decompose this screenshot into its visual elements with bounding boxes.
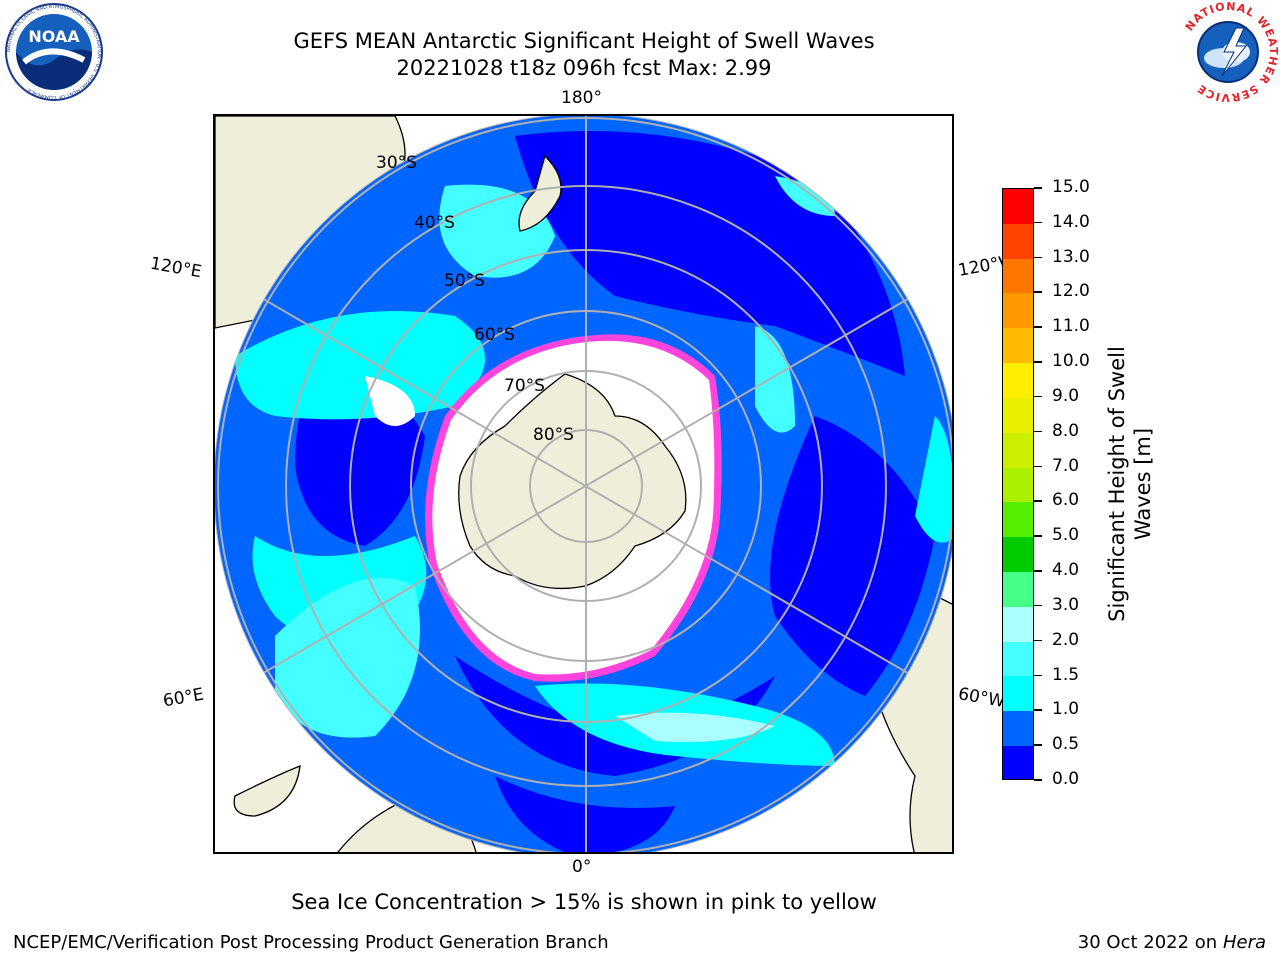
land-new-zealand (518, 154, 562, 232)
footer-date-text: 30 Oct 2022 on (1077, 932, 1223, 953)
colorbar-tick-label: 12.0 (1052, 281, 1090, 302)
colorbar-band (1003, 641, 1033, 677)
colorbar (1002, 188, 1034, 780)
colorbar-tick-label: 10.0 (1052, 351, 1090, 372)
colorbar-tick: 9.0 (1034, 386, 1079, 406)
colorbar-band (1003, 223, 1033, 259)
nws-logo: NATIONAL WEATHER SERVICE (1180, 2, 1278, 102)
colorbar-tick-label: 13.0 (1052, 246, 1090, 267)
lon-label-60w: 60°W (956, 684, 1007, 712)
chart-title: GEFS MEAN Antarctic Significant Height o… (293, 29, 875, 53)
footer-date: 30 Oct 2022 on Hera (1078, 932, 1266, 953)
high-swell-region (915, 416, 952, 543)
lat-label-60s: 60°S (474, 325, 515, 345)
colorbar-tick-label: 1.0 (1052, 699, 1080, 720)
colorbar-tick-label: 4.0 (1052, 560, 1080, 581)
high-swell-region (755, 326, 795, 433)
colorbar-tick: 14.0 (1034, 212, 1090, 232)
colorbar-tick: 4.0 (1034, 560, 1079, 580)
low-swell-region (770, 416, 935, 696)
colorbar-tick: 12.0 (1034, 281, 1090, 301)
colorbar-tick-label: 1.5 (1052, 664, 1080, 685)
colorbar-tick: 5.0 (1034, 525, 1079, 545)
lat-label-40s: 40°S (414, 213, 455, 233)
colorbar-label: Significant Height of Swell Waves [m] (1105, 346, 1155, 622)
colorbar-tick-label: 5.0 (1052, 525, 1080, 546)
colorbar-tick: 1.5 (1034, 665, 1079, 685)
ice-floe (365, 376, 415, 426)
lon-label-60e: 60°E (161, 684, 206, 712)
colorbar-tick-label: 8.0 (1052, 420, 1080, 441)
colorbar-tick-label: 6.0 (1052, 490, 1080, 511)
colorbar-tick: 1.0 (1034, 699, 1079, 719)
colorbar-tick: 15.0 (1034, 177, 1090, 197)
colorbar-band (1003, 571, 1033, 607)
lat-label-80s: 80°S (533, 425, 574, 445)
colorbar-tick: 6.0 (1034, 490, 1079, 510)
colorbar-band (1003, 432, 1033, 468)
colorbar-tick: 7.0 (1034, 456, 1079, 476)
colorbar-tick-label: 2.0 (1052, 629, 1080, 650)
land-madagascar (233, 764, 301, 817)
colorbar-band (1003, 537, 1033, 572)
lon-label-0: 0° (572, 857, 592, 877)
colorbar-band (1003, 467, 1033, 503)
sea-ice-note: Sea Ice Concentration > 15% is shown in … (291, 890, 877, 914)
lat-label-30s: 30°S (376, 153, 417, 173)
colorbar-tick-label: 11.0 (1052, 316, 1090, 337)
colorbar-band (1003, 363, 1033, 398)
colorbar-tick: 2.0 (1034, 630, 1079, 650)
lat-label-70s: 70°S (504, 376, 545, 396)
footer-host: Hera (1222, 932, 1266, 953)
colorbar-band (1003, 189, 1033, 224)
high-swell-region (615, 712, 775, 742)
high-swell-region (775, 176, 835, 216)
colorbar-band (1003, 293, 1033, 329)
colorbar-tick: 13.0 (1034, 247, 1090, 267)
lon-label-120e: 120°E (148, 253, 204, 283)
colorbar-tick-label: 7.0 (1052, 455, 1080, 476)
colorbar-tick: 11.0 (1034, 316, 1090, 336)
colorbar-band (1003, 258, 1033, 294)
polar-map (213, 114, 954, 854)
colorbar-tick-label: 14.0 (1052, 211, 1090, 232)
colorbar-band (1003, 606, 1033, 642)
colorbar-tick-label: 15.0 (1052, 177, 1090, 197)
longitude-grid (215, 116, 952, 852)
colorbar-band (1003, 676, 1033, 712)
colorbar-band (1003, 502, 1033, 538)
colorbar-band (1003, 397, 1033, 433)
colorbar-band (1003, 711, 1033, 746)
noaa-logo-text: NOAA (28, 27, 80, 46)
colorbar-band (1003, 746, 1033, 779)
lat-label-50s: 50°S (444, 271, 485, 291)
colorbar-tick: 10.0 (1034, 351, 1090, 371)
colorbar-tick-label: 0.5 (1052, 734, 1080, 755)
colorbar-tick: 0.0 (1034, 769, 1079, 789)
chart-subtitle: 20221028 t18z 096h fcst Max: 2.99 (396, 56, 772, 80)
high-swell-region (275, 577, 420, 738)
colorbar-tick: 8.0 (1034, 421, 1079, 441)
colorbar-tick: 0.5 (1034, 734, 1079, 754)
lon-label-180: 180° (561, 88, 602, 108)
footer-branch: NCEP/EMC/Verification Post Processing Pr… (13, 932, 609, 953)
map-svg (215, 116, 952, 852)
colorbar-tick-label: 0.0 (1052, 769, 1080, 789)
colorbar-tick: 3.0 (1034, 595, 1079, 615)
noaa-logo: NOAA NATIONAL OCEANIC AND ATMOSPHERIC AD… (5, 3, 103, 101)
colorbar-tick-label: 9.0 (1052, 385, 1080, 406)
colorbar-tick-label: 3.0 (1052, 594, 1080, 615)
colorbar-band (1003, 328, 1033, 364)
